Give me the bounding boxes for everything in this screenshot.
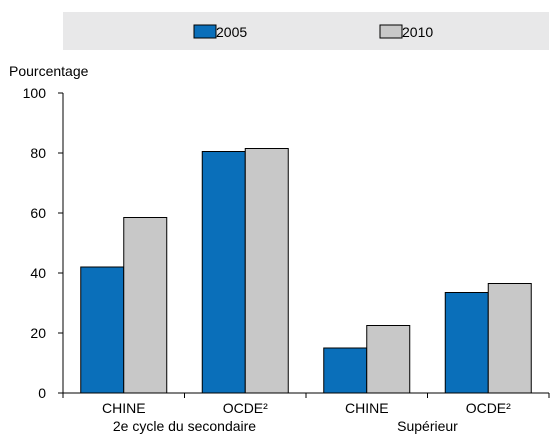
- y-tick-label: 40: [30, 265, 46, 281]
- bar-2005-1: [201, 151, 246, 394]
- bar-2010-0: [123, 217, 168, 394]
- bar-2005-2: [323, 347, 368, 394]
- y-tick-label: 100: [23, 85, 47, 101]
- bars: [80, 148, 532, 394]
- legend-label-2005: 2005: [216, 24, 247, 40]
- y-tick-label: 0: [38, 385, 46, 401]
- y-tick-label: 80: [30, 145, 46, 161]
- x-group-label: 2e cycle du secondaire: [113, 418, 256, 434]
- bar-2010-1: [244, 148, 289, 394]
- y-axis-title: Pourcentage: [9, 63, 89, 79]
- x-category-label: OCDE²: [466, 400, 511, 416]
- x-category-label: CHINE: [345, 400, 389, 416]
- legend-band: [63, 12, 549, 50]
- legend-swatch-2005: [193, 24, 217, 39]
- legend-label-2010: 2010: [402, 24, 433, 40]
- legend: 2005 2010: [193, 24, 433, 40]
- x-axis: CHINE OCDE² CHINE OCDE² 2e cycle du secondai…: [62, 392, 550, 434]
- y-tick-label: 60: [30, 205, 46, 221]
- bar-2010-2: [366, 325, 411, 394]
- x-group-label: Supérieur: [397, 418, 458, 434]
- bar-2010-3: [487, 283, 532, 394]
- legend-swatch-2010: [379, 24, 403, 39]
- x-category-label: OCDE²: [223, 400, 268, 416]
- x-category-label: CHINE: [102, 400, 146, 416]
- bar-2005-3: [444, 292, 489, 394]
- bar-2005-0: [80, 266, 125, 394]
- y-tick-label: 20: [30, 325, 46, 341]
- y-axis: 0 20 40 60 80 100: [23, 85, 64, 401]
